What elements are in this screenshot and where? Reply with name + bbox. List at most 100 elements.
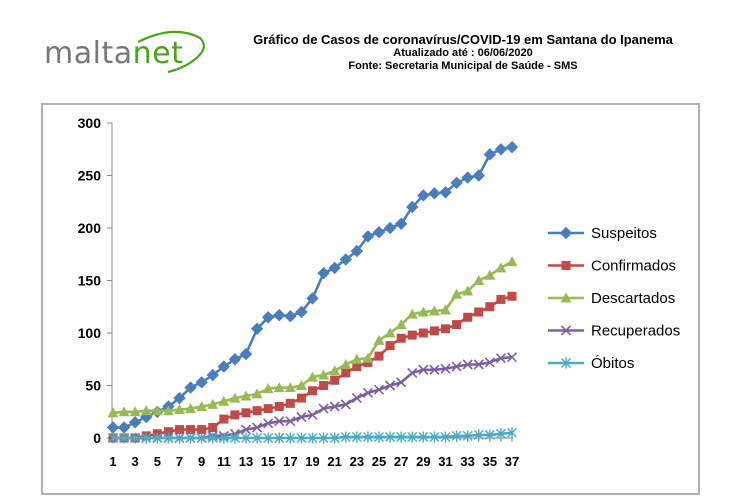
data-point-recuperados xyxy=(396,377,407,388)
data-point-suspeitos xyxy=(217,360,231,373)
chart-title: Gráfico de Casos de coronavírus/COVID-19… xyxy=(253,32,673,47)
data-point-confirmados xyxy=(274,402,284,411)
data-point-recuperados xyxy=(462,359,473,370)
data-point-descartados xyxy=(373,334,385,345)
data-point-suspeitos xyxy=(450,176,463,190)
x-tick-label: 29 xyxy=(416,454,430,469)
data-point-obitos xyxy=(396,431,407,443)
data-point-descartados xyxy=(351,353,363,364)
data-point-obitos xyxy=(174,432,185,444)
x-tick-label: 7 xyxy=(176,454,183,469)
logo-text-net: net xyxy=(132,36,184,71)
data-point-confirmados xyxy=(485,302,495,312)
data-point-obitos xyxy=(451,430,462,442)
data-point-confirmados xyxy=(474,307,484,317)
data-point-recuperados xyxy=(351,393,362,404)
data-point-descartados xyxy=(240,390,252,401)
data-point-suspeitos xyxy=(106,421,120,434)
data-point-descartados xyxy=(417,306,429,317)
x-tick-label: 5 xyxy=(154,454,161,469)
data-point-descartados xyxy=(162,405,174,416)
data-point-suspeitos xyxy=(173,391,186,405)
data-point-confirmados xyxy=(496,294,506,304)
data-point-confirmados xyxy=(163,427,173,437)
x-tick-label: 19 xyxy=(305,454,319,469)
data-point-obitos xyxy=(418,431,429,443)
data-point-obitos xyxy=(473,429,484,441)
x-tick-label: 9 xyxy=(198,454,205,469)
y-tick-label: 200 xyxy=(78,220,102,236)
y-tick-label: 250 xyxy=(78,168,102,184)
x-tick-label: 37 xyxy=(505,454,519,469)
x-tick-label: 35 xyxy=(483,454,497,469)
data-point-recuperados xyxy=(252,422,263,433)
data-point-suspeitos xyxy=(317,266,330,280)
data-point-recuperados xyxy=(407,367,418,378)
data-point-obitos xyxy=(495,428,506,440)
data-point-recuperados xyxy=(440,363,451,374)
data-point-obitos xyxy=(307,432,318,444)
data-point-descartados xyxy=(251,388,263,399)
logo-text: maltanet xyxy=(44,36,183,71)
data-point-confirmados xyxy=(197,425,207,435)
x-tick-label: 21 xyxy=(327,454,341,469)
data-point-descartados xyxy=(473,275,485,285)
data-point-obitos xyxy=(185,432,196,444)
data-point-obitos xyxy=(318,432,329,444)
x-tick-label: 27 xyxy=(394,454,408,469)
data-point-suspeitos xyxy=(284,309,297,323)
data-point-recuperados xyxy=(274,416,285,427)
data-point-recuperados xyxy=(373,384,385,395)
data-point-obitos xyxy=(507,427,517,439)
data-point-obitos xyxy=(108,432,118,444)
data-point-suspeitos xyxy=(417,189,430,202)
data-point-obitos xyxy=(462,430,473,442)
data-point-confirmados xyxy=(308,386,317,396)
data-point-suspeitos xyxy=(206,368,219,382)
data-point-obitos xyxy=(207,432,218,444)
data-point-suspeitos xyxy=(505,140,519,154)
data-point-descartados xyxy=(428,305,440,316)
data-point-obitos xyxy=(285,432,296,444)
logo-text-malta: malta xyxy=(44,36,133,71)
y-tick-label: 100 xyxy=(78,325,102,341)
data-point-confirmados xyxy=(374,351,384,361)
logo-swoosh-icon xyxy=(137,30,205,74)
data-point-confirmados xyxy=(296,393,306,403)
data-point-descartados xyxy=(129,406,141,417)
chart-frame: 0 50 100 150 200 250 300 1 3 5 7 9 11 13 15 17 19 21 23 25 2… xyxy=(41,103,700,495)
data-point-recuperados xyxy=(418,364,429,375)
data-point-descartados xyxy=(362,352,374,363)
data-point-suspeitos xyxy=(372,225,386,239)
data-point-descartados xyxy=(262,383,274,394)
legend-label-descartados: Descartados xyxy=(591,290,675,307)
data-point-descartados xyxy=(440,304,451,315)
legend-label-confirmados: Confirmados xyxy=(591,258,676,275)
data-point-suspeitos xyxy=(439,186,452,199)
data-point-obitos xyxy=(229,432,240,444)
data-point-confirmados xyxy=(352,362,362,372)
data-point-descartados xyxy=(196,401,208,411)
x-tick-label: 15 xyxy=(261,454,275,469)
data-point-confirmados xyxy=(418,328,428,338)
data-point-confirmados xyxy=(241,408,251,418)
data-point-suspeitos xyxy=(383,221,397,235)
data-point-descartados xyxy=(406,308,418,319)
data-point-descartados xyxy=(107,407,119,418)
data-point-obitos xyxy=(296,432,307,444)
data-point-obitos xyxy=(329,432,340,444)
data-point-obitos xyxy=(141,432,152,444)
y-tick-label: 0 xyxy=(93,430,101,446)
data-point-recuperados xyxy=(473,359,484,370)
series-line-recuperados xyxy=(113,355,513,440)
legend-marker-confirmados xyxy=(561,261,571,270)
data-point-suspeitos xyxy=(228,353,242,366)
x-tick-label: 33 xyxy=(460,454,474,469)
data-point-recuperados xyxy=(362,387,373,398)
data-point-obitos xyxy=(163,432,174,444)
data-point-confirmados xyxy=(385,341,395,351)
data-point-recuperados xyxy=(506,352,518,363)
data-point-descartados xyxy=(451,288,463,299)
legend-label-obitos: Óbitos xyxy=(591,355,634,372)
